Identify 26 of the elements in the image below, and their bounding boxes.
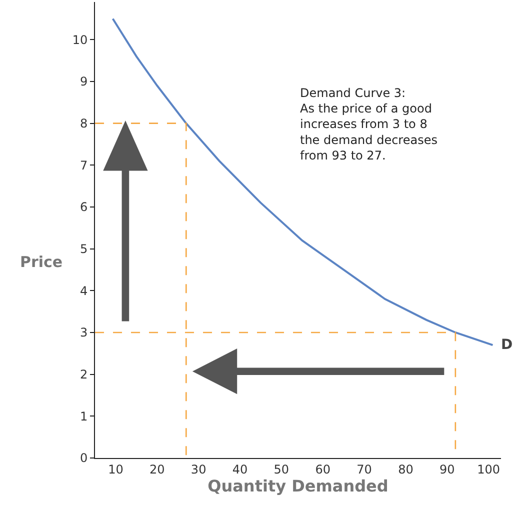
- y-tick-label: 5: [80, 242, 88, 256]
- y-tick-label: 6: [80, 200, 88, 214]
- y-tick-label: 7: [80, 158, 88, 172]
- x-tick-label: 100: [477, 462, 500, 476]
- x-axis-title: Quantity Demanded: [208, 476, 388, 496]
- x-tick-label: 60: [315, 462, 330, 476]
- x-tick-label: 20: [150, 462, 165, 476]
- x-tick-label: 50: [274, 462, 290, 476]
- y-tick-label: 2: [80, 368, 88, 382]
- y-tick-label: 3: [80, 326, 88, 340]
- x-tick-label: 70: [356, 462, 372, 476]
- y-tick-label: 8: [80, 116, 88, 131]
- line-series: [112, 18, 494, 346]
- y-tick-label: 10: [72, 32, 88, 47]
- x-tick-label: 90: [440, 462, 455, 476]
- x-tick-label: 10: [108, 462, 124, 476]
- annotation: D: [501, 337, 513, 353]
- x-tick-label: 80: [398, 462, 414, 476]
- annotation: Demand Curve 3: As the price of a good increases from 3 to 8 the demand decreases from 93 to 27.: [300, 86, 438, 162]
- y-axis-title: Price: [20, 253, 63, 271]
- y-tick-label: 4: [80, 284, 88, 298]
- x-tick-label: 30: [190, 462, 206, 476]
- y-tick-label: 0: [80, 451, 88, 466]
- y-tick-label: 9: [80, 74, 88, 89]
- x-tick-label: 40: [232, 462, 248, 476]
- y-tick-label: 1: [80, 409, 88, 424]
